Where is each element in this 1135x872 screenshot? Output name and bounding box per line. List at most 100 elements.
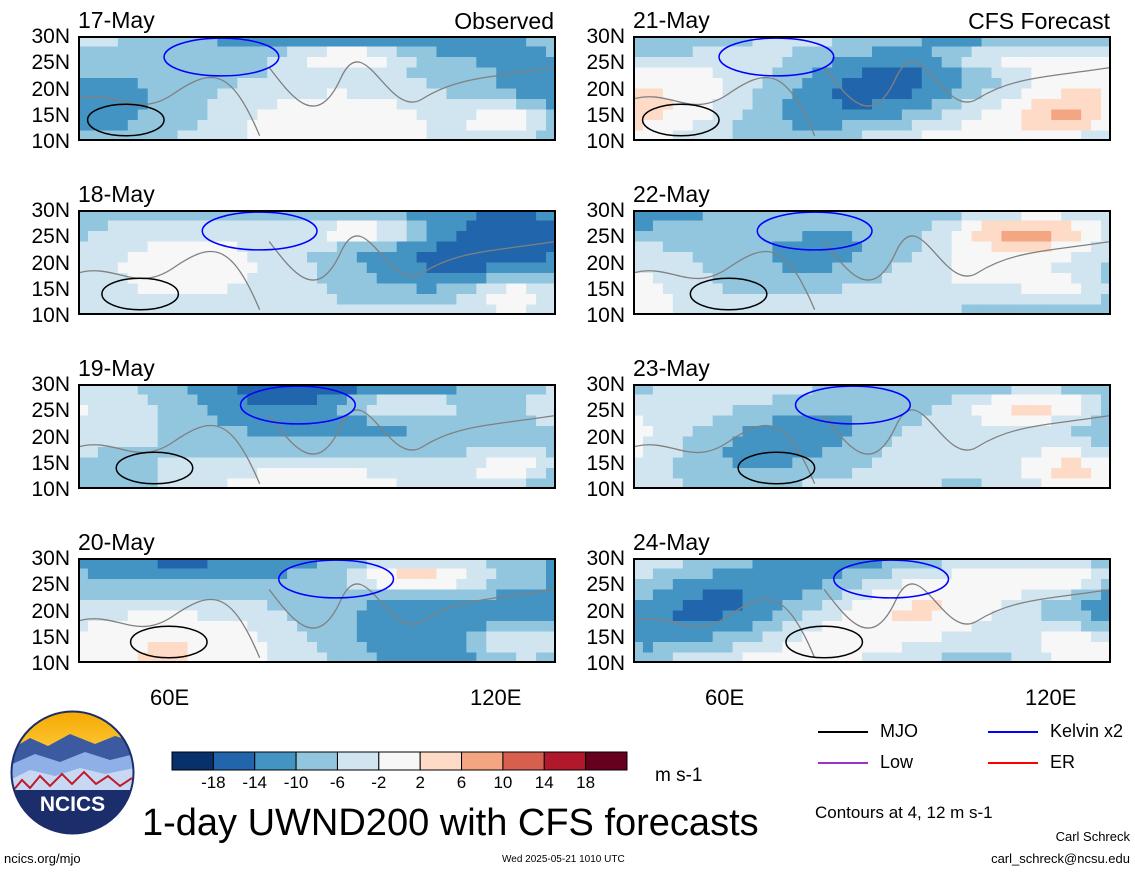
heat-cell: [822, 447, 833, 459]
heat-cell: [971, 405, 983, 417]
heat-cell: [802, 631, 813, 643]
heat-cell: [287, 283, 298, 295]
heat-cell: [862, 415, 873, 427]
heat-cell: [792, 468, 803, 480]
heat-cell: [702, 478, 714, 489]
heat-cell: [137, 294, 149, 306]
heat-cell: [941, 67, 953, 79]
heat-cell: [257, 610, 268, 622]
heat-cell: [546, 426, 556, 438]
heat-cell: [633, 394, 644, 406]
heat-cell: [662, 109, 674, 121]
legend-label: Low: [880, 752, 914, 772]
heat-cell: [376, 610, 388, 622]
heat-cell: [633, 384, 644, 396]
heat-cell: [546, 241, 556, 253]
heat-cell: [406, 652, 418, 663]
heat-cell: [217, 273, 228, 285]
heat-cell: [911, 394, 923, 406]
heat-cell: [911, 36, 923, 48]
heat-cell: [317, 36, 328, 48]
heat-cell: [732, 252, 744, 264]
heat-cell: [762, 262, 774, 274]
heat-cell: [406, 88, 418, 100]
lat-tick-label: 15N: [31, 625, 70, 649]
lat-tick-label: 10N: [586, 652, 625, 675]
heat-cell: [406, 384, 418, 396]
heat-cell: [772, 468, 783, 480]
heat-cell: [762, 46, 774, 58]
heat-cell: [991, 394, 1003, 406]
heat-cell: [1101, 621, 1111, 633]
heat-cell: [951, 46, 963, 58]
heat-cell: [652, 621, 664, 633]
heat-cell: [881, 304, 893, 315]
heat-cell: [396, 394, 408, 406]
heat-cell: [842, 220, 853, 232]
heat-cell: [1031, 436, 1042, 448]
heat-cell: [872, 67, 883, 79]
heat-cell: [1061, 621, 1072, 633]
heat-cell: [702, 589, 714, 601]
heat-cell: [416, 600, 428, 612]
heat-cell: [396, 558, 408, 570]
heat-cell: [802, 579, 813, 591]
heat-cell: [87, 579, 99, 591]
heat-cell: [396, 210, 408, 222]
heat-cell: [832, 130, 843, 141]
heat-cell: [197, 262, 209, 274]
heat-cell: [722, 589, 734, 601]
heat-cell: [237, 457, 248, 469]
heat-cell: [1081, 642, 1092, 654]
heat-cell: [486, 405, 497, 417]
heat-cell: [1041, 652, 1052, 663]
heat-cell: [476, 294, 487, 306]
heat-cell: [87, 457, 99, 469]
heat-cell: [87, 642, 99, 654]
heat-cell: [1001, 558, 1013, 570]
heat-cell: [396, 405, 408, 417]
heat-cell: [742, 88, 754, 100]
heat-cell: [516, 426, 527, 438]
heat-cell: [237, 283, 248, 295]
heat-cell: [267, 384, 278, 396]
heat-cell: [446, 220, 458, 232]
heat-cell: [702, 652, 714, 663]
heat-cell: [1011, 579, 1022, 591]
heat-cell: [187, 262, 199, 274]
heat-cell: [1031, 231, 1042, 243]
heat-cell: [247, 405, 258, 417]
heat-cell: [207, 589, 219, 601]
heat-cell: [951, 283, 963, 295]
legend-line: [988, 731, 1038, 733]
heat-cell: [516, 610, 527, 622]
heat-cell: [516, 210, 527, 222]
heat-cell: [506, 568, 517, 580]
heat-cell: [97, 642, 109, 654]
uwnd-map-panel: [78, 558, 556, 663]
heat-cell: [1011, 262, 1022, 274]
legend-label: Kelvin x2: [1050, 721, 1124, 741]
heat-cell: [842, 273, 853, 285]
heat-cell: [1011, 642, 1022, 654]
heat-cell: [961, 231, 973, 243]
heat-cell: [782, 415, 793, 427]
heat-cell: [536, 600, 547, 612]
heat-cell: [772, 241, 783, 253]
heat-cell: [127, 231, 139, 243]
heat-cell: [277, 478, 288, 489]
heat-cell: [1001, 652, 1013, 663]
heat-cell: [78, 88, 89, 100]
heat-cell: [672, 57, 684, 69]
heat-cell: [1061, 457, 1072, 469]
heat-cell: [376, 558, 388, 570]
heat-cell: [107, 468, 119, 480]
heat-cell: [692, 36, 704, 48]
heat-cell: [792, 231, 803, 243]
heat-cell: [117, 109, 129, 121]
heat-cell: [901, 46, 913, 58]
heat-cell: [911, 220, 923, 232]
heat-cell: [901, 130, 913, 141]
heat-cell: [466, 120, 477, 132]
heat-cell: [227, 589, 238, 601]
